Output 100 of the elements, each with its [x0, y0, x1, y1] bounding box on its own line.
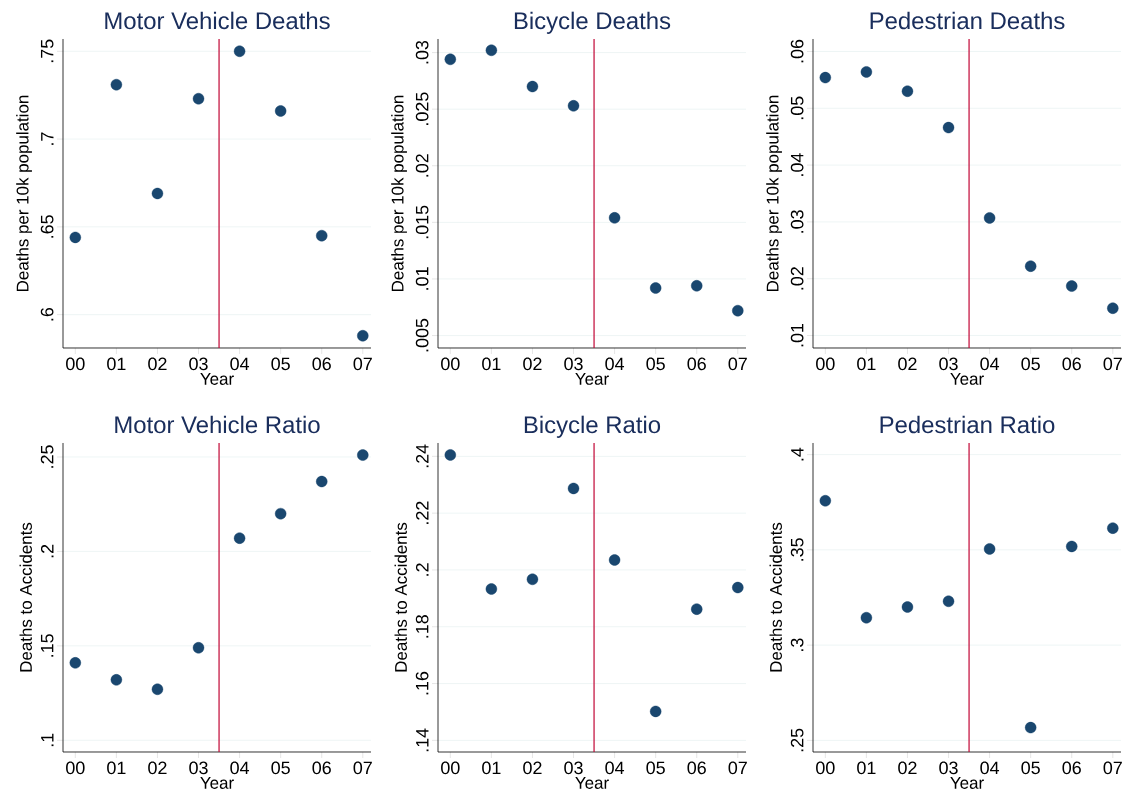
x-tick-label: 00	[816, 357, 835, 371]
x-tick-label: 04	[605, 357, 625, 371]
x-tick-label: 04	[605, 761, 625, 775]
point	[192, 92, 205, 105]
y-axis-title: Deaths to Accidents	[769, 522, 782, 672]
x-tick-label: 03	[564, 761, 583, 775]
point	[691, 280, 703, 292]
point	[444, 449, 457, 461]
x-tick-label: 00	[816, 761, 835, 775]
y-tick-label: .03	[415, 40, 429, 64]
y-tick-label: .65	[40, 215, 54, 238]
y-tick-label: .24	[415, 444, 429, 468]
x-tick-label: 01	[482, 357, 501, 371]
x-tick-label: 02	[898, 761, 917, 775]
point	[819, 495, 832, 507]
point	[1024, 260, 1037, 272]
point	[567, 100, 580, 112]
point	[1107, 522, 1119, 534]
y-tick-label: .04	[790, 153, 804, 176]
point	[316, 229, 328, 242]
y-tick-label: .02	[415, 154, 429, 177]
y-tick-label: .02	[790, 267, 804, 290]
x-tick-label: 01	[107, 357, 126, 371]
point	[983, 543, 996, 555]
x-axis-title: Year	[575, 373, 609, 385]
y-tick-label: .015	[415, 205, 429, 239]
point	[110, 674, 123, 686]
x-axis-title: Year	[950, 777, 984, 789]
point	[444, 53, 457, 66]
x-tick-label: 05	[1021, 761, 1040, 775]
y-tick-label: .3	[790, 638, 804, 651]
y-axis-title: Deaths to Accidents	[19, 522, 32, 672]
x-tick-label: 03	[939, 761, 958, 775]
y-tick-label: .16	[415, 671, 429, 695]
point	[608, 554, 621, 566]
point	[649, 282, 662, 294]
y-tick-label: .4	[791, 447, 804, 461]
point	[1066, 280, 1078, 292]
point	[526, 80, 539, 93]
x-tick-label: 07	[353, 357, 372, 371]
point	[1024, 721, 1037, 734]
y-tick-label: .6	[40, 307, 54, 321]
point	[192, 642, 205, 654]
point	[485, 44, 498, 57]
point	[608, 212, 621, 224]
y-tick-label: .25	[40, 445, 54, 468]
x-tick-label: 01	[857, 357, 876, 371]
y-tick-label: .06	[790, 39, 804, 63]
point	[151, 187, 164, 200]
point	[983, 212, 996, 224]
x-tick-label: 03	[939, 357, 958, 371]
point	[69, 231, 82, 244]
point	[151, 683, 164, 695]
x-tick-label: 05	[646, 761, 665, 775]
x-tick-label: 03	[189, 357, 208, 371]
x-tick-label: 07	[1103, 357, 1122, 371]
x-tick-label: 02	[523, 357, 542, 371]
x-tick-label: 02	[898, 357, 917, 371]
y-tick-label: .25	[790, 728, 804, 752]
chart-title: Pedestrian Deaths	[870, 11, 1065, 30]
x-axis-title: Year	[200, 373, 234, 385]
point	[732, 581, 744, 594]
y-tick-label: .01	[790, 323, 804, 347]
x-tick-label: 00	[66, 761, 85, 775]
point	[69, 657, 82, 669]
point	[649, 705, 662, 718]
y-tick-label: .75	[40, 39, 54, 63]
x-tick-label: 00	[441, 357, 460, 371]
y-tick-label: .22	[415, 501, 429, 524]
y-tick-label: .7	[41, 132, 54, 145]
point	[1107, 302, 1119, 314]
x-tick-label: 04	[230, 761, 250, 775]
point	[901, 85, 914, 97]
point	[942, 121, 955, 134]
y-tick-label: .2	[40, 544, 54, 558]
y-tick-label: .01	[415, 267, 429, 290]
x-tick-label: 04	[980, 761, 1000, 775]
y-axis-title: Deaths per 10k population	[391, 95, 407, 291]
y-tick-label: .18	[415, 615, 429, 638]
point	[274, 105, 287, 117]
point	[233, 45, 246, 57]
x-tick-label: 02	[148, 357, 167, 371]
y-tick-label: .05	[790, 96, 804, 120]
x-tick-label: 05	[271, 357, 290, 371]
x-tick-label: 06	[1062, 761, 1081, 775]
x-axis-title: Year	[575, 777, 609, 789]
x-tick-label: 01	[107, 761, 126, 775]
x-tick-label: 06	[687, 761, 706, 775]
x-tick-label: 06	[312, 761, 331, 775]
point	[732, 304, 744, 317]
point	[274, 507, 287, 520]
point	[901, 601, 914, 613]
point	[691, 603, 703, 615]
y-axis-title: Deaths to Accidents	[394, 522, 407, 672]
x-tick-label: 07	[728, 357, 747, 371]
x-tick-label: 06	[687, 357, 706, 371]
x-tick-label: 03	[564, 357, 583, 371]
x-tick-label: 04	[980, 357, 1000, 371]
point	[860, 66, 873, 78]
x-tick-label: 02	[148, 761, 167, 775]
